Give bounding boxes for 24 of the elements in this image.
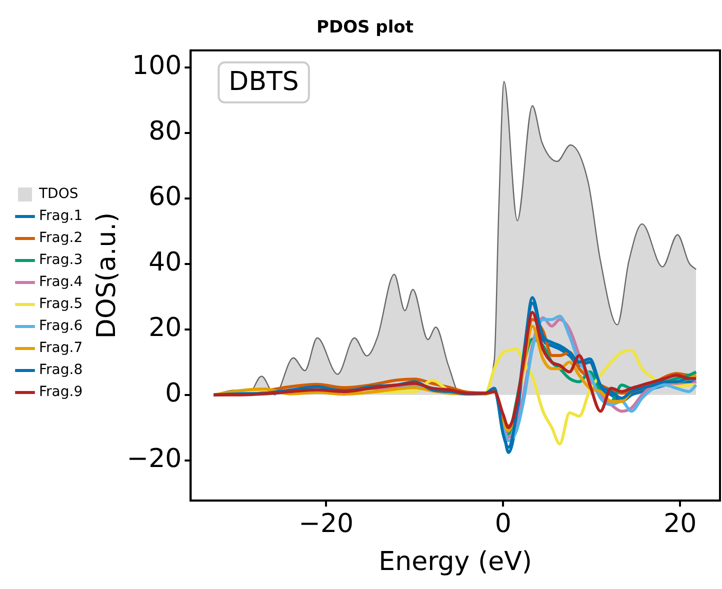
x-tick-label: −20 — [298, 508, 354, 539]
chart-title: PDOS plot — [316, 18, 414, 38]
x-tick-label: 0 — [494, 508, 512, 539]
y-tick-label: 60 — [148, 182, 182, 212]
legend-label: Frag.8 — [39, 362, 83, 378]
legend-label: Frag.6 — [39, 318, 83, 334]
legend-label: Frag.5 — [39, 296, 83, 312]
annotation: DBTS — [228, 67, 299, 98]
legend-label: TDOS — [38, 186, 78, 202]
y-tick-label: −20 — [126, 444, 182, 474]
y-tick-label: 80 — [148, 116, 182, 147]
y-tick-label: 40 — [148, 248, 182, 278]
x-tick-label: 20 — [664, 508, 697, 539]
y-tick-label: 20 — [148, 313, 182, 344]
legend-label: Frag.3 — [39, 252, 83, 268]
legend-label: Frag.9 — [39, 384, 83, 400]
y-tick-label: 100 — [132, 51, 182, 82]
y-tick-label: 0 — [165, 378, 182, 409]
legend-label: Frag.2 — [39, 230, 83, 246]
legend-label: Frag.4 — [39, 274, 83, 290]
x-axis-title: Energy (eV) — [378, 547, 532, 578]
y-axis-title: DOS(a.u.) — [92, 212, 122, 339]
legend-label: Frag.7 — [39, 340, 83, 356]
legend-label: Frag.1 — [39, 208, 83, 224]
